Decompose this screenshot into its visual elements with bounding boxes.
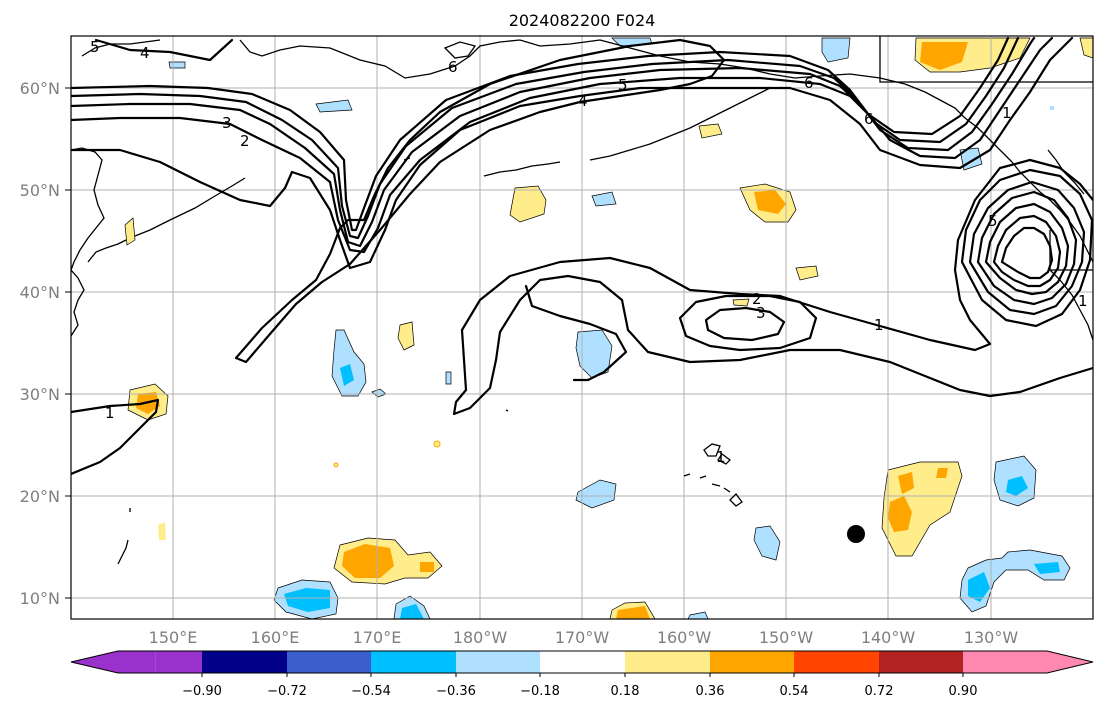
contour-label: 1 — [1002, 104, 1012, 122]
map-frame — [70, 35, 1094, 620]
colorbar-tick-label: 0.18 — [611, 684, 640, 699]
colorbar-tick-label: 0.54 — [780, 684, 809, 699]
colorbar-tick-label: −0.36 — [436, 684, 476, 699]
colorbar-segment — [202, 651, 287, 673]
colorbar-tick-label: −0.18 — [520, 684, 560, 699]
contour-label-group: 1 2 3 4 5 6 1 2 3 1 1 6 5 1 4 5 6 — [90, 38, 1088, 466]
lat-ticks — [65, 87, 71, 599]
colorbar-segment — [710, 651, 794, 673]
lat-labels: 60°N 50°N 40°N 30°N 20°N 10°N — [20, 79, 60, 608]
colorbar-segment — [155, 651, 202, 673]
lon-label: 130°W — [964, 628, 1019, 647]
lat-label: 30°N — [20, 385, 60, 404]
colorbar-tick-label: −0.90 — [182, 684, 222, 699]
contour-label: 6 — [448, 58, 458, 76]
lat-label: 40°N — [20, 283, 60, 302]
contour-label: 2 — [240, 132, 250, 150]
lon-label: 150°W — [759, 628, 814, 647]
colorbar-tick-label: 0.36 — [696, 684, 725, 699]
positive-anomaly-regions — [124, 37, 1093, 619]
contour-label: 6 — [804, 74, 814, 92]
contour-label: 5 — [90, 38, 100, 56]
colorbar-segment — [625, 651, 710, 673]
colorbar-tick-label: 0.90 — [949, 684, 978, 699]
contour-label: 1 — [874, 316, 884, 334]
colorbar-segment — [371, 651, 456, 673]
lon-label: 160°W — [657, 628, 712, 647]
colorbar-extend-max — [1047, 651, 1093, 673]
contour-label: 1 — [1078, 292, 1088, 310]
lon-label: 170°E — [353, 628, 402, 647]
lon-label: 170°W — [555, 628, 610, 647]
lat-label: 60°N — [20, 79, 60, 98]
colorbar — [70, 650, 1094, 677]
colorbar-tick-label: 0.72 — [865, 684, 894, 699]
contour-label: 3 — [756, 304, 766, 322]
map-title: 2024082200 F024 — [509, 11, 656, 30]
contour-label: 3 — [222, 114, 232, 132]
contour-label: 6 — [864, 110, 874, 128]
lon-labels: 150°E 160°E 170°E 180°W 170°W 160°W 150°… — [149, 628, 1019, 647]
lon-label: 180°W — [453, 628, 508, 647]
colorbar-tick-label: −0.72 — [267, 684, 307, 699]
contour-label: 4 — [140, 44, 150, 62]
lon-label: 140°W — [861, 628, 916, 647]
negative-anomaly-regions — [168, 37, 1071, 619]
colorbar-segment — [540, 651, 625, 673]
colorbar-tick-label: −0.54 — [351, 684, 391, 699]
colorbar-segment — [794, 651, 879, 673]
colorbar-outline — [70, 650, 1094, 674]
lon-label: 150°E — [149, 628, 198, 647]
contour-label: 1 — [105, 404, 115, 422]
lat-label: 10°N — [20, 589, 60, 608]
contour-label: 1 — [716, 448, 726, 466]
colorbar-segment — [879, 651, 963, 673]
colorbar-segment — [456, 651, 540, 673]
contour-label: 2 — [752, 290, 762, 308]
colorbar-extend-min — [71, 651, 156, 673]
map-area: 1 2 3 4 5 6 1 2 3 1 1 6 5 1 4 5 6 — [71, 36, 1093, 619]
contour-label: 5 — [988, 212, 998, 230]
contour-label: 4 — [578, 92, 588, 110]
contour-lines — [71, 36, 1093, 476]
lat-label: 50°N — [20, 181, 60, 200]
lat-label: 20°N — [20, 487, 60, 506]
colorbar-segment — [287, 651, 371, 673]
lon-label: 160°E — [251, 628, 300, 647]
colorbar-segment — [963, 651, 1047, 673]
contour-label: 5 — [618, 76, 628, 94]
storm-position-marker — [847, 525, 865, 543]
colorbar-labels: −0.90 −0.72 −0.54 −0.36 −0.18 0.18 0.36 … — [182, 684, 977, 699]
